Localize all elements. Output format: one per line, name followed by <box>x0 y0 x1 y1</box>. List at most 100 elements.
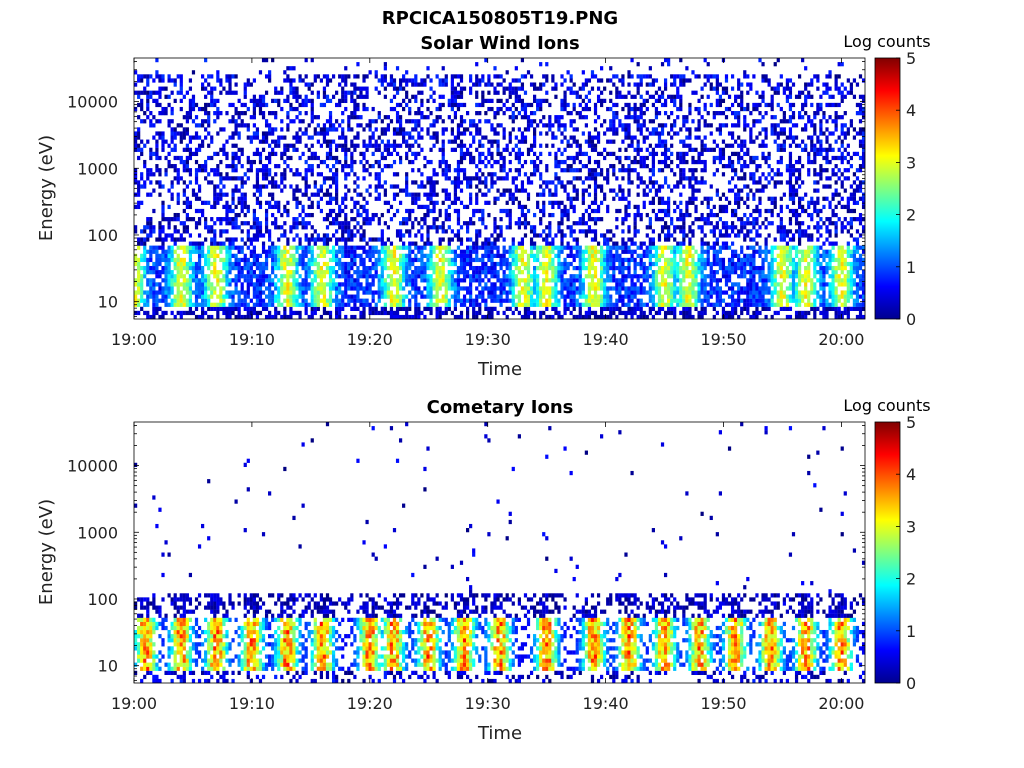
heatmap-cell <box>395 290 400 295</box>
heatmap-cell <box>493 90 497 95</box>
heatmap-cell <box>456 314 461 320</box>
heatmap-cell <box>280 172 284 177</box>
heatmap-cell <box>362 274 366 279</box>
heatmap-cell <box>462 127 467 132</box>
heatmap-cell <box>627 172 631 177</box>
heatmap-cell <box>587 168 592 173</box>
heatmap-cell <box>201 298 205 303</box>
heatmap-cell <box>173 176 177 181</box>
heatmap-cell <box>231 306 235 311</box>
heatmap-cell <box>398 253 403 258</box>
heatmap-cell <box>490 98 494 104</box>
heatmap-cell <box>502 286 506 291</box>
heatmap-cell <box>432 172 436 177</box>
heatmap-cell <box>472 298 476 303</box>
heatmap-cell <box>603 270 607 275</box>
heatmap-cell <box>268 233 272 238</box>
heatmap-cell <box>146 98 150 104</box>
heatmap-cell <box>197 168 202 173</box>
heatmap-cell <box>359 204 363 210</box>
heatmap-cell <box>551 265 555 271</box>
heatmap-cell <box>624 102 628 108</box>
heatmap-cell <box>350 306 354 311</box>
heatmap-cell <box>462 221 467 226</box>
heatmap-cell <box>368 274 372 279</box>
heatmap-cell <box>508 249 512 254</box>
heatmap-cell <box>542 212 546 218</box>
heatmap-cell <box>194 159 199 165</box>
heatmap-cell <box>624 147 628 152</box>
heatmap-cell <box>441 139 445 144</box>
heatmap-cell <box>587 245 592 250</box>
heatmap-cell <box>426 233 430 238</box>
heatmap-cell <box>493 306 497 311</box>
heatmap-cell <box>478 188 482 193</box>
heatmap-cell <box>185 111 189 116</box>
heatmap-cell <box>237 200 241 205</box>
heatmap-cell <box>517 139 521 144</box>
heatmap-cell <box>405 245 409 250</box>
heatmap-cell <box>316 298 320 303</box>
heatmap-cell <box>328 147 333 152</box>
heatmap-cell <box>459 265 464 271</box>
heatmap-cell <box>386 310 390 316</box>
heatmap-cell <box>554 306 558 311</box>
heatmap-cell <box>389 257 394 263</box>
heatmap-cell <box>310 168 314 173</box>
heatmap-cell <box>347 261 351 267</box>
heatmap-cell <box>188 139 193 144</box>
heatmap-cell <box>502 188 506 193</box>
heatmap-cell <box>392 106 397 112</box>
heatmap-cell <box>356 229 360 234</box>
heatmap-cell <box>600 261 604 267</box>
heatmap-cell <box>249 310 253 316</box>
heatmap-cell <box>155 310 159 316</box>
heatmap-cell <box>350 111 354 116</box>
heatmap-cell <box>414 98 418 104</box>
heatmap-cell <box>295 90 299 95</box>
heatmap-cell <box>298 282 302 287</box>
heatmap-cell <box>529 302 534 307</box>
heatmap-cell <box>316 237 320 242</box>
heatmap-cell <box>307 164 311 169</box>
heatmap-cell <box>152 314 156 320</box>
heatmap-cell <box>618 123 622 128</box>
heatmap-cell <box>283 310 287 316</box>
heatmap-cell <box>313 286 317 291</box>
heatmap-cell <box>395 278 400 283</box>
heatmap-cell <box>310 314 314 320</box>
heatmap-cell <box>526 192 531 197</box>
heatmap-cell <box>350 164 354 169</box>
heatmap-cell <box>581 131 585 136</box>
heatmap-cell <box>137 74 141 79</box>
heatmap-cell <box>569 143 573 148</box>
heatmap-cell <box>600 270 604 275</box>
heatmap-cell <box>356 74 360 79</box>
heatmap-cell <box>277 245 281 250</box>
heatmap-cell <box>517 241 521 246</box>
heatmap-cell <box>627 212 631 218</box>
heatmap-cell <box>185 298 189 303</box>
heatmap-cell <box>398 82 403 87</box>
heatmap-cell <box>152 208 156 214</box>
heatmap-cell <box>353 298 357 303</box>
heatmap-cell <box>249 249 253 254</box>
heatmap-cell <box>368 127 372 132</box>
heatmap-cell <box>615 302 619 307</box>
heatmap-cell <box>441 274 445 279</box>
heatmap-cell <box>185 200 189 205</box>
heatmap-cell <box>609 253 613 258</box>
heatmap-cell <box>307 212 311 218</box>
heatmap-cell <box>426 192 430 197</box>
heatmap-cell <box>289 270 293 275</box>
heatmap-cell <box>508 82 512 87</box>
heatmap-cell <box>298 221 302 226</box>
heatmap-cell <box>584 245 588 250</box>
heatmap-cell <box>405 82 409 87</box>
heatmap-cell <box>222 298 226 303</box>
heatmap-cell <box>280 86 284 91</box>
heatmap-cell <box>444 176 448 181</box>
heatmap-cell <box>188 168 193 173</box>
heatmap-cell <box>469 119 473 124</box>
heatmap-cell <box>618 290 622 295</box>
